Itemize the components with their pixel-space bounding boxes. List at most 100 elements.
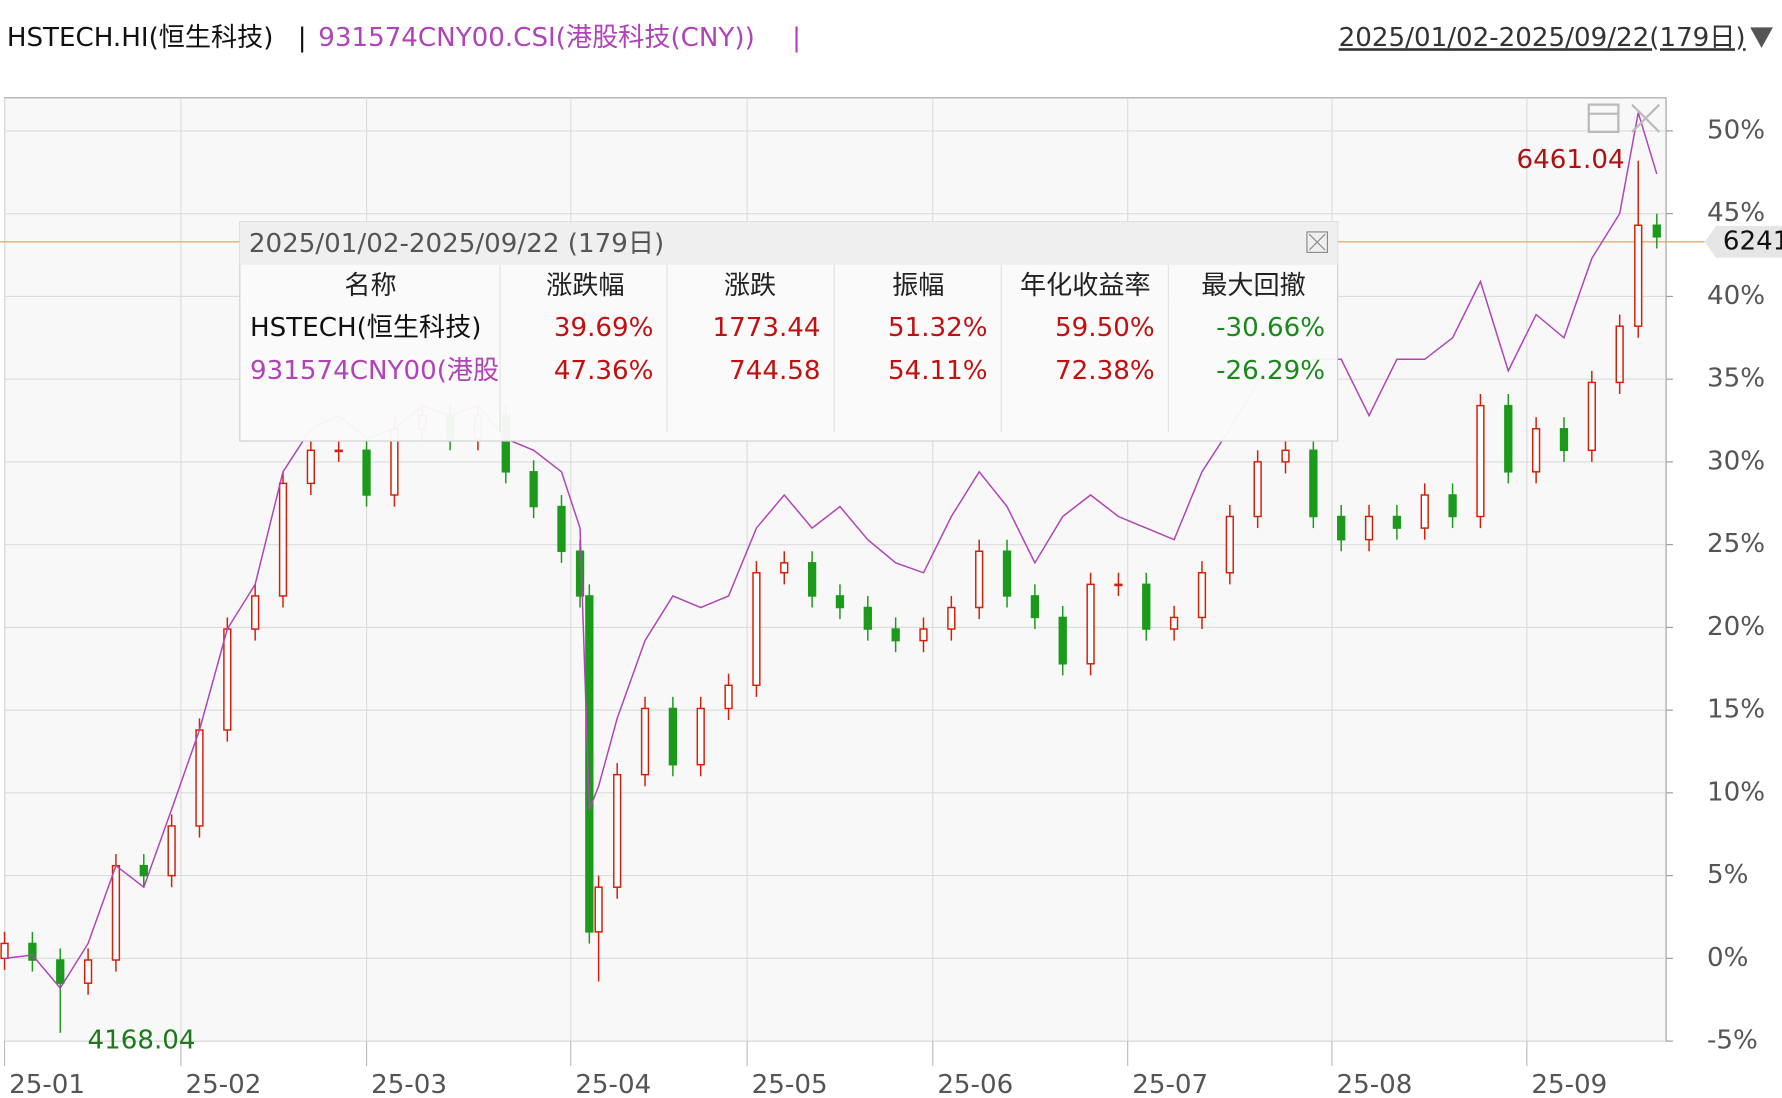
table-title: 2025/01/02-2025/09/22 (179日) bbox=[249, 229, 664, 259]
compare-line bbox=[4, 112, 1658, 990]
candle-body bbox=[585, 595, 594, 933]
candle-body bbox=[1225, 515, 1234, 574]
candle-body bbox=[56, 959, 65, 984]
candle-body bbox=[278, 482, 288, 597]
candle-body bbox=[1652, 224, 1661, 238]
table-title-bar bbox=[239, 221, 1338, 265]
y-tick-label: 15% bbox=[1707, 695, 1765, 725]
candle-body bbox=[1587, 381, 1596, 452]
candle-body bbox=[1030, 595, 1040, 619]
y-tick-label: 0% bbox=[1707, 943, 1748, 973]
candle-body bbox=[807, 562, 817, 597]
candle-body bbox=[306, 449, 316, 485]
table-close[interactable] bbox=[1306, 231, 1328, 253]
last-price-label: 6241 bbox=[1723, 226, 1782, 256]
legend: HSTECH.HI(恒生科技) | 931574CNY00.CSI(港股科技(C… bbox=[7, 23, 1773, 53]
x-tick-label: 25-08 bbox=[1336, 1070, 1412, 1098]
candle-body bbox=[780, 562, 789, 574]
candle-body bbox=[594, 886, 603, 933]
date-range[interactable]: 2025/01/02-2025/09/22(179日) bbox=[1339, 23, 1746, 53]
restore-icon[interactable] bbox=[1587, 103, 1620, 134]
y-tick-label: 20% bbox=[1707, 612, 1765, 642]
candle-body bbox=[1392, 515, 1402, 529]
candle-body bbox=[195, 729, 204, 827]
candle-body bbox=[835, 595, 845, 609]
candle-body bbox=[919, 628, 928, 642]
row-name: 931574CNY00(港股 bbox=[250, 356, 499, 386]
y-tick-label: 35% bbox=[1707, 364, 1765, 394]
candle-body bbox=[1364, 515, 1374, 541]
candle-body bbox=[1531, 428, 1541, 473]
candle-body bbox=[668, 707, 678, 766]
candle-body bbox=[1281, 449, 1290, 463]
column-header: 涨跌幅 bbox=[546, 271, 624, 301]
min-label: 4168.04 bbox=[88, 1026, 196, 1056]
candle-body bbox=[1634, 224, 1643, 327]
x-tick-label: 25-04 bbox=[575, 1070, 651, 1098]
table-cell: 54.11% bbox=[888, 356, 988, 386]
candle-body bbox=[139, 864, 148, 877]
max-label: 6461.04 bbox=[1517, 145, 1625, 175]
row-name: HSTECH(恒生科技) bbox=[250, 313, 481, 343]
table-cell: 47.36% bbox=[554, 356, 654, 386]
table-cell: -30.66% bbox=[1216, 313, 1325, 343]
table-cell: 744.58 bbox=[729, 356, 820, 386]
table-cell: -26.29% bbox=[1216, 356, 1325, 386]
grid: -5% 0% 5% 10% 15% 20% 25% 30% 35% 40% 45% 50% 25-01 2… bbox=[3, 97, 1765, 1098]
candle-body bbox=[28, 942, 37, 961]
candle-body bbox=[1086, 583, 1095, 665]
column-header: 最大回撤 bbox=[1201, 271, 1305, 301]
candle-body bbox=[111, 864, 121, 961]
candle-body bbox=[696, 707, 705, 766]
candle-body bbox=[575, 550, 585, 597]
candle-body bbox=[1615, 325, 1624, 384]
x-tick-label: 25-06 bbox=[937, 1070, 1013, 1098]
candle-body bbox=[1337, 515, 1346, 541]
legend-entry: HSTECH.HI(恒生科技) bbox=[7, 23, 274, 53]
y-tick-label: 5% bbox=[1707, 860, 1748, 890]
column-header: 涨跌 bbox=[724, 271, 776, 301]
candle-body bbox=[1058, 616, 1067, 665]
candle-body bbox=[640, 707, 650, 776]
candle-body bbox=[1002, 550, 1012, 597]
candle-body bbox=[1504, 404, 1513, 473]
x-tick-label: 25-01 bbox=[9, 1070, 85, 1098]
candle-body bbox=[334, 449, 343, 453]
column-header: 年化收益率 bbox=[1020, 271, 1151, 301]
marks: 6241 6461.04 4168.04 bbox=[0, 112, 1782, 1056]
x-tick-label: 25-07 bbox=[1132, 1070, 1208, 1098]
y-tick-label: 25% bbox=[1707, 529, 1765, 559]
column-header: 振幅 bbox=[892, 271, 944, 301]
y-tick-label: 40% bbox=[1707, 281, 1765, 311]
candle-body bbox=[1114, 583, 1123, 587]
x-tick-label: 25-03 bbox=[371, 1070, 447, 1098]
table-cell: 39.69% bbox=[554, 313, 654, 343]
candle-body bbox=[1559, 428, 1569, 452]
x-tick-label: 25-09 bbox=[1531, 1070, 1607, 1098]
legend-entry: 931574CNY00.CSI(港股科技(CNY)) bbox=[318, 23, 755, 53]
candle-body bbox=[863, 606, 872, 630]
candle-body bbox=[891, 628, 900, 642]
table-cell: 72.38% bbox=[1055, 356, 1155, 386]
candle-body bbox=[1142, 583, 1151, 630]
candle-body bbox=[947, 606, 956, 630]
candle-body bbox=[1309, 449, 1318, 518]
legend-separator: | bbox=[792, 23, 801, 53]
summary-table: 2025/01/02-2025/09/22 (179日) 名称 涨跌幅 涨跌 振幅 年化… bbox=[239, 221, 1339, 442]
candle-body bbox=[724, 684, 733, 710]
candle-body bbox=[1253, 461, 1262, 518]
close-icon[interactable] bbox=[1631, 103, 1661, 133]
candle-body bbox=[0, 942, 9, 960]
table-cell: 59.50% bbox=[1055, 313, 1155, 343]
candle-body bbox=[752, 572, 761, 687]
candle-body bbox=[167, 825, 176, 877]
x-tick-label: 25-05 bbox=[752, 1070, 828, 1098]
table-close-x bbox=[1308, 233, 1326, 251]
y-tick-label: 10% bbox=[1707, 777, 1765, 807]
candle-body bbox=[1476, 404, 1485, 518]
candle-body bbox=[613, 773, 622, 888]
y-tick-label: 30% bbox=[1707, 446, 1765, 476]
candle-body bbox=[529, 471, 538, 508]
dropdown-icon[interactable] bbox=[1750, 27, 1773, 48]
